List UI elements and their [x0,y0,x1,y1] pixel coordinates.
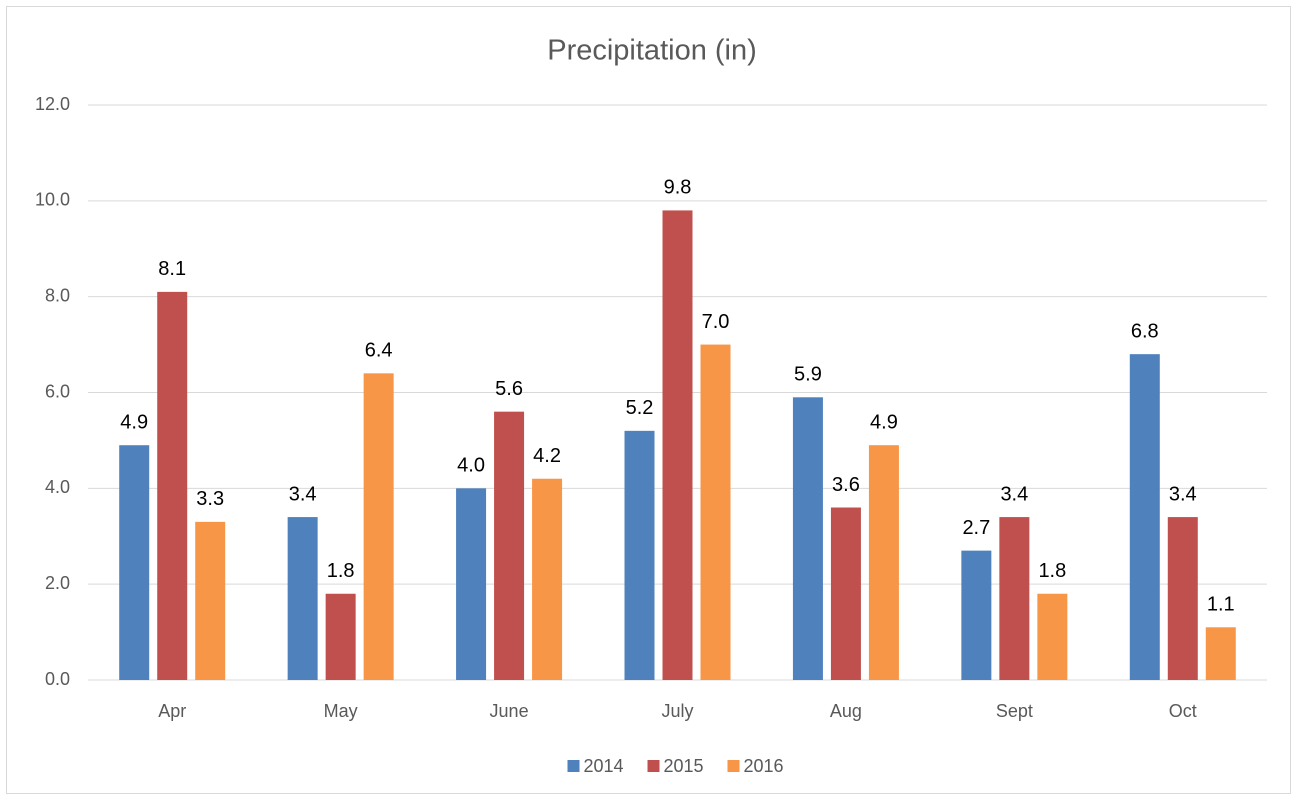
data-label: 7.0 [702,311,730,333]
data-label: 3.4 [1169,483,1197,505]
bar [792,397,823,680]
data-label: 3.3 [196,488,224,510]
bar [700,344,731,680]
y-tick-label: 2.0 [45,573,70,593]
bar [494,411,525,680]
x-tick-label: July [661,701,693,721]
y-tick-label: 0.0 [45,669,70,689]
data-label: 6.4 [365,340,393,362]
y-tick-label: 4.0 [45,477,70,497]
bar [195,521,226,680]
bar [287,517,318,680]
bar [868,445,899,680]
bar [662,210,693,680]
data-label: 3.4 [289,483,317,505]
legend-swatch [647,760,660,772]
x-tick-label: Sept [996,701,1033,721]
bar [363,373,394,680]
data-label: 5.6 [495,378,523,400]
y-tick-label: 6.0 [45,381,70,401]
legend-label: 2015 [664,756,704,776]
legend-label: 2016 [744,756,784,776]
x-tick-label: Oct [1169,701,1197,721]
data-label: 3.4 [1000,483,1028,505]
data-label: 5.2 [626,397,654,419]
legend-swatch [567,760,580,772]
data-label: 4.2 [533,445,561,467]
data-label: 8.1 [158,258,186,280]
bar [157,291,188,680]
data-label: 4.9 [120,411,148,433]
y-tick-label: 8.0 [45,285,70,305]
bar [830,507,861,680]
data-label: 1.8 [327,560,355,582]
bar [1205,627,1236,680]
x-tick-label: May [324,701,358,721]
data-label: 1.8 [1038,560,1066,582]
data-label: 9.8 [664,177,692,199]
data-label: 2.7 [962,517,990,539]
bar [325,593,356,680]
data-label: 3.6 [832,474,860,496]
legend-swatch [727,760,740,772]
data-label: 4.0 [457,455,485,477]
data-label: 1.1 [1207,594,1235,616]
bar [1037,593,1068,680]
data-label: 5.9 [794,364,822,386]
x-tick-label: Aug [830,701,862,721]
chart-title: Precipitation (in) [547,35,757,67]
data-label: 4.9 [870,411,898,433]
bar [624,430,655,680]
bar [1129,354,1160,680]
legend-label: 2014 [584,756,624,776]
data-label: 6.8 [1131,320,1159,342]
bar [999,517,1030,680]
bar [119,445,150,680]
y-tick-label: 10.0 [35,190,70,210]
bar [456,488,487,680]
bar [1167,517,1198,680]
x-tick-label: Apr [158,701,186,721]
y-tick-label: 12.0 [35,94,70,114]
bar [532,478,563,680]
bar [961,550,992,680]
x-tick-label: June [490,701,529,721]
